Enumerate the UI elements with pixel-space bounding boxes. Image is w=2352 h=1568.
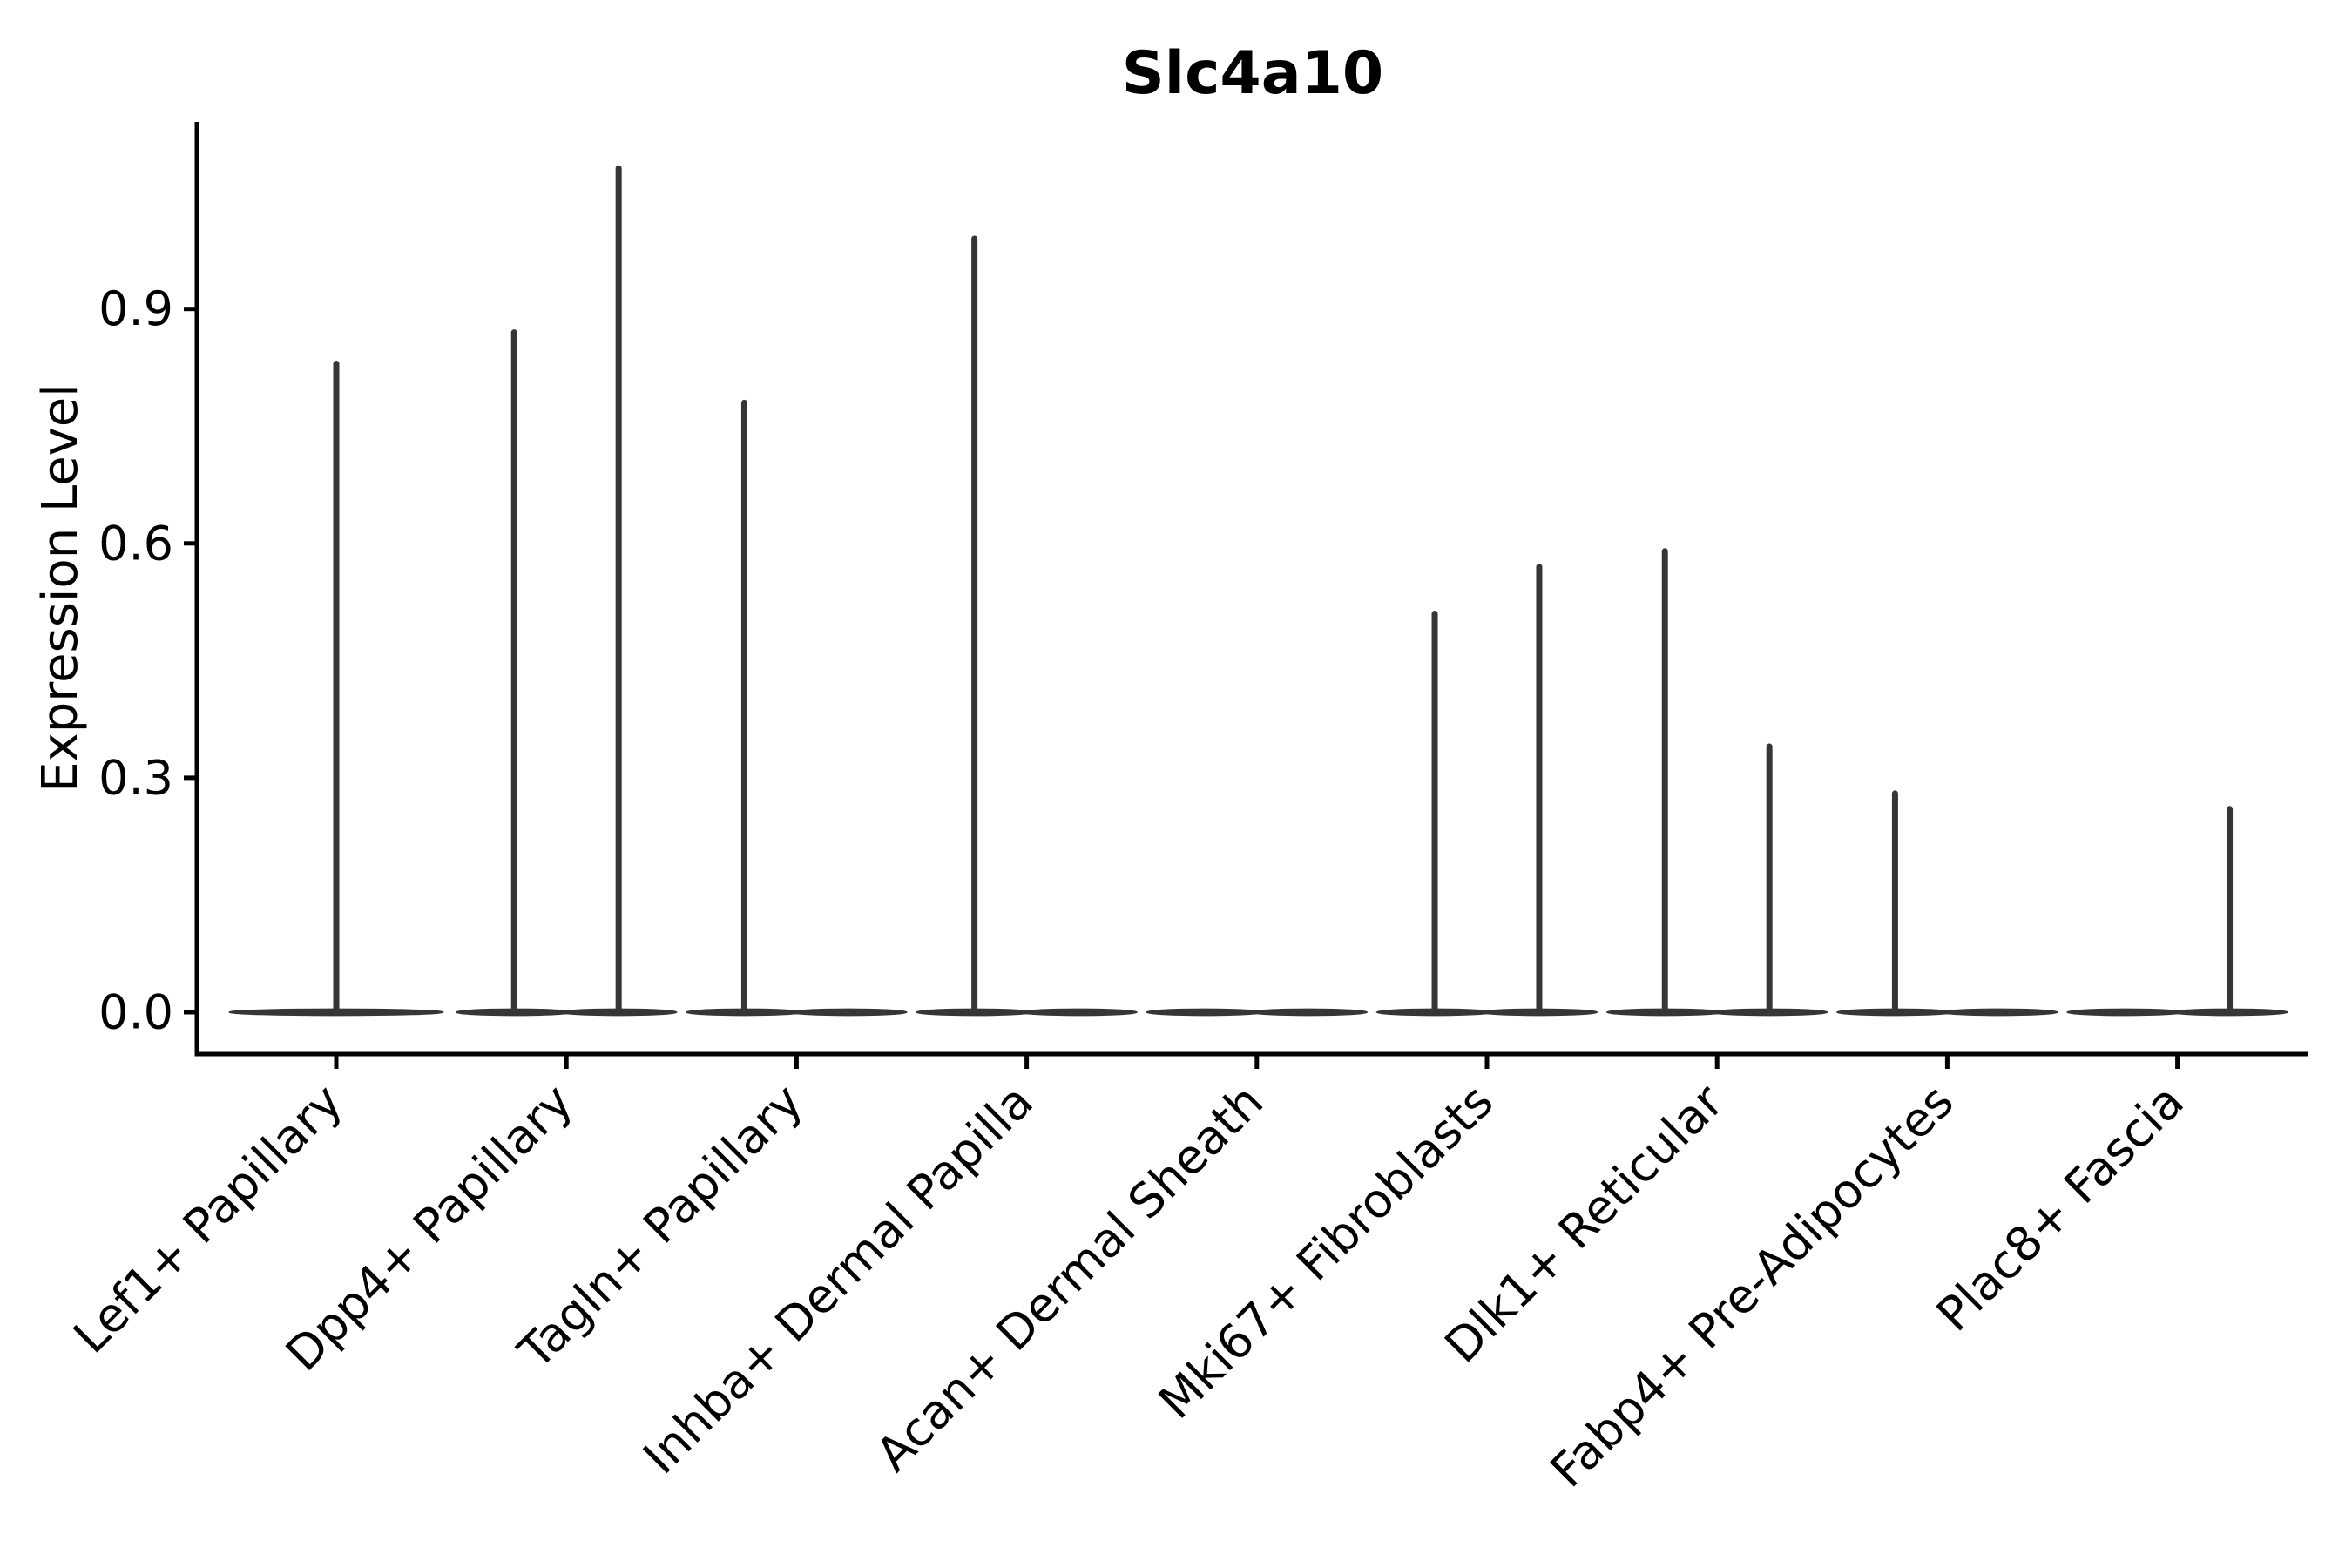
violin-body [1480,1008,1598,1017]
x-tick-label: Acan+ Dermal Sheath [866,1074,1274,1482]
violin-body [1710,1008,1828,1017]
x-tick-label: Inhba+ Dermal Papilla [632,1074,1043,1484]
violin-body [1250,1008,1369,1017]
y-tick-label: 0.0 [98,985,173,1040]
violin-body [1835,1008,1954,1017]
violin-body [916,1008,1034,1017]
violin-body [559,1008,678,1017]
violin-body [1940,1008,2058,1017]
violin-body [789,1008,908,1017]
x-tick-label: Fabp4+ Pre-Adipocytes [1540,1074,1964,1498]
y-axis-label: Expression Level [32,383,89,793]
violin [1835,790,2058,1017]
violin [685,399,908,1017]
violin-body [455,1008,573,1017]
violin-body [1146,1008,1264,1017]
violin [1375,564,1598,1017]
violin-body [228,1008,444,1017]
violin [455,165,678,1017]
y-tick-label: 0.6 [98,516,173,571]
chart-title: Slc4a10 [1122,39,1383,108]
violin [1146,1008,1369,1017]
violin-body [1020,1008,1139,1017]
violin-body [2171,1008,2289,1017]
x-tick-label: Plac8+ Fascia [1926,1074,2194,1342]
violin [2066,806,2289,1017]
violin-body [1375,1008,1494,1017]
violins [228,165,2289,1017]
y-tick-label: 0.9 [98,281,173,336]
violin-body [1605,1008,1724,1017]
violin [228,360,444,1017]
y-axis-ticks: 0.0 0.3 0.6 0.9 [98,281,197,1040]
violin [916,235,1139,1017]
y-tick-label: 0.3 [98,750,173,805]
violin [1605,548,1828,1017]
violin-body [2066,1008,2185,1017]
violin-body [685,1008,803,1017]
